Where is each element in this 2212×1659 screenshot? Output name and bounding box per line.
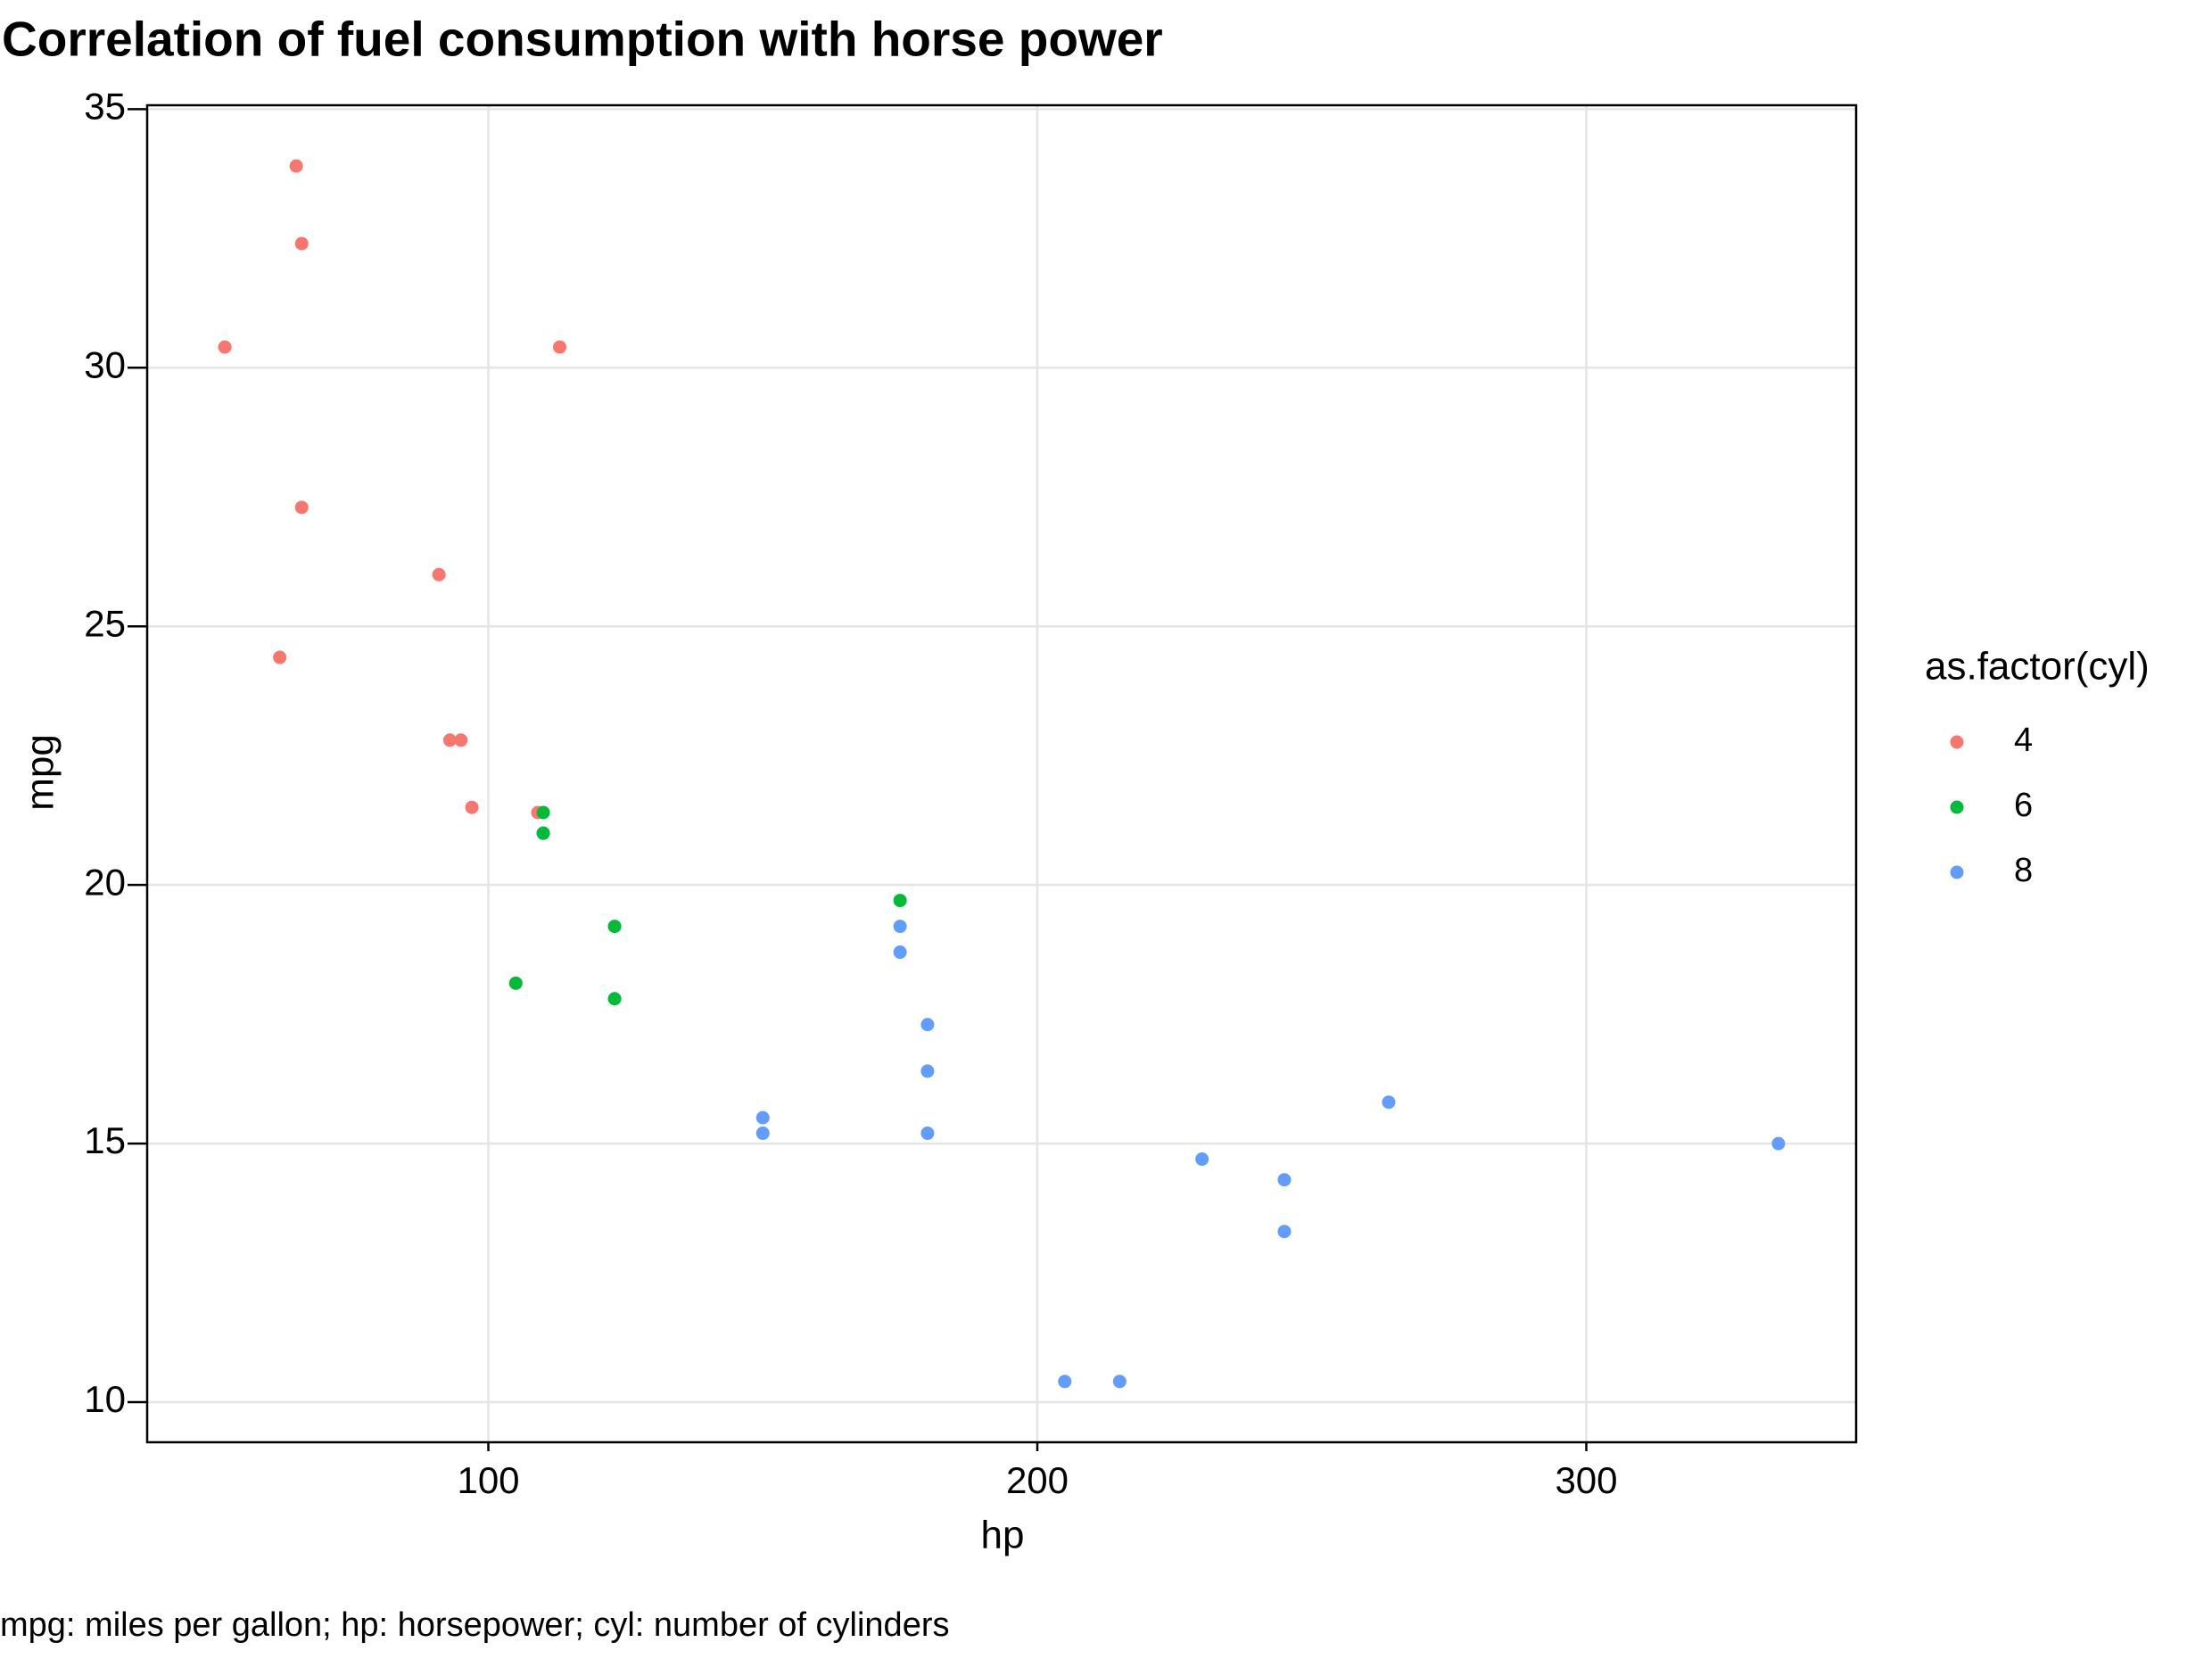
point xyxy=(553,340,567,354)
point xyxy=(607,992,622,1006)
point xyxy=(442,733,457,747)
legend-swatch xyxy=(1950,800,1964,814)
point xyxy=(536,805,550,820)
y-tick-label: 20 xyxy=(84,861,126,903)
point xyxy=(1771,1136,1786,1151)
point xyxy=(1195,1152,1209,1167)
point xyxy=(920,1064,935,1078)
point xyxy=(920,1127,935,1141)
x-axis-label: hp xyxy=(981,1514,1025,1557)
legend-swatch xyxy=(1950,735,1964,749)
chart-title: Correlation of fuel consumption with hor… xyxy=(2,12,1163,67)
legend-label: 8 xyxy=(2014,852,2033,889)
point xyxy=(1112,1374,1127,1389)
point xyxy=(607,920,622,934)
point xyxy=(893,920,907,934)
point xyxy=(294,500,309,515)
x-tick-label: 300 xyxy=(1555,1459,1617,1501)
x-tick-label: 100 xyxy=(457,1459,519,1501)
x-tick-label: 200 xyxy=(1006,1459,1069,1501)
point xyxy=(1058,1374,1072,1389)
point xyxy=(536,826,550,840)
legend-swatch xyxy=(1950,865,1964,879)
y-tick-label: 30 xyxy=(84,343,126,385)
point xyxy=(1382,1095,1396,1110)
legend-label: 6 xyxy=(2014,787,2033,824)
point xyxy=(1277,1225,1292,1239)
point xyxy=(893,894,907,908)
y-tick-label: 15 xyxy=(84,1119,126,1161)
point xyxy=(755,1127,770,1141)
point xyxy=(893,945,907,960)
point xyxy=(454,733,468,747)
point xyxy=(755,1110,770,1125)
point xyxy=(273,650,287,664)
caption: mpg: miles per gallon; hp: horsepower; c… xyxy=(0,1606,949,1644)
legend-title: as.factor(cyl) xyxy=(1925,645,2150,689)
point xyxy=(218,340,232,354)
y-tick-label: 10 xyxy=(84,1378,126,1420)
point xyxy=(465,800,479,814)
y-axis-label: mpg xyxy=(19,734,62,811)
panel-border xyxy=(145,103,1858,1444)
point xyxy=(289,159,303,173)
y-tick-label: 35 xyxy=(84,85,126,127)
point xyxy=(508,976,523,990)
point xyxy=(1277,1173,1292,1187)
point xyxy=(920,1018,935,1032)
y-tick-label: 25 xyxy=(84,602,126,644)
point xyxy=(432,567,446,582)
point xyxy=(294,236,309,251)
legend-label: 4 xyxy=(2014,722,2033,759)
